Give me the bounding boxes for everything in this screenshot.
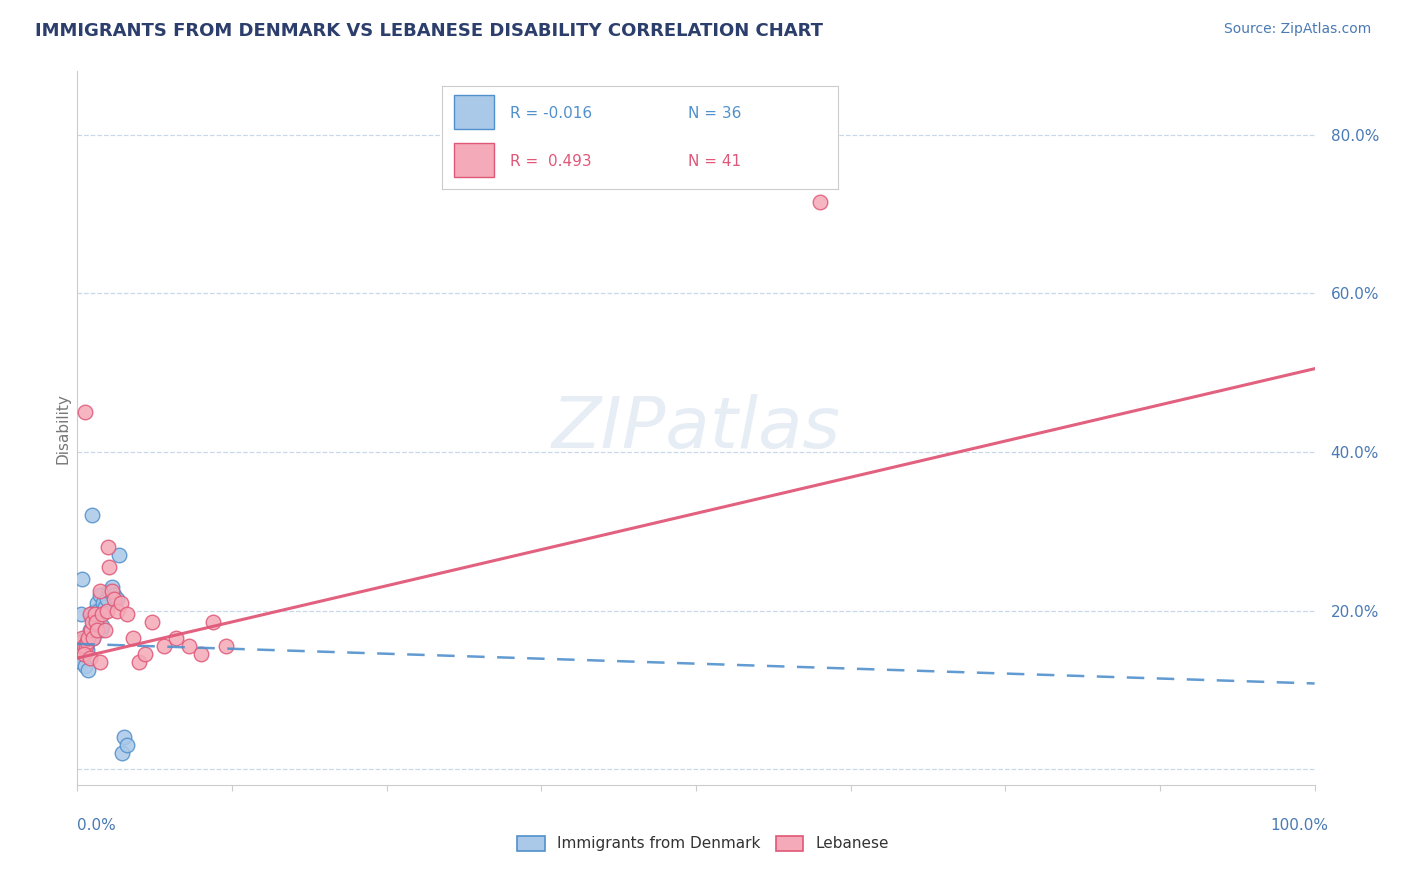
Point	[105, 603, 128, 617]
Point	[89, 588, 111, 602]
Point	[75, 639, 97, 653]
Text: 0.0%: 0.0%	[77, 818, 117, 832]
Point	[89, 655, 111, 669]
Point	[165, 632, 187, 646]
Point	[70, 607, 93, 622]
Point	[97, 540, 120, 554]
Point	[70, 635, 93, 649]
Point	[808, 195, 831, 210]
Point	[91, 607, 114, 622]
Point	[72, 639, 94, 653]
Point	[153, 639, 176, 653]
Point	[122, 632, 145, 646]
Point	[76, 643, 98, 657]
Point	[91, 596, 114, 610]
Text: Source: ZipAtlas.com: Source: ZipAtlas.com	[1223, 22, 1371, 37]
Point	[83, 603, 105, 617]
Point	[73, 405, 96, 419]
Point	[67, 643, 90, 657]
Point	[115, 607, 138, 622]
Point	[80, 624, 103, 638]
Point	[86, 624, 108, 638]
Point	[80, 607, 103, 622]
Point	[111, 746, 134, 760]
Point	[79, 607, 101, 622]
Point	[86, 596, 108, 610]
Point	[83, 607, 105, 622]
Point	[77, 632, 100, 646]
Point	[77, 632, 100, 646]
Point	[67, 639, 90, 653]
Point	[91, 619, 114, 633]
Point	[190, 647, 212, 661]
Point	[72, 572, 94, 586]
Point	[82, 632, 104, 646]
Point	[89, 583, 111, 598]
Point	[103, 588, 125, 602]
Point	[134, 647, 156, 661]
Point	[98, 560, 121, 574]
Point	[98, 583, 121, 598]
Point	[93, 599, 115, 614]
Point	[73, 659, 96, 673]
Y-axis label: Disability: Disability	[55, 392, 70, 464]
Point	[110, 596, 132, 610]
Point	[73, 632, 96, 646]
Point	[90, 624, 112, 638]
Point	[101, 580, 124, 594]
Point	[72, 639, 94, 653]
Point	[84, 607, 107, 622]
Point	[202, 615, 225, 630]
Point	[141, 615, 163, 630]
Point	[69, 647, 91, 661]
Point	[96, 591, 118, 606]
Point	[82, 615, 104, 630]
Point	[82, 611, 104, 625]
Point	[77, 663, 100, 677]
Point	[96, 603, 118, 617]
Point	[79, 651, 101, 665]
Point	[70, 655, 93, 669]
Point	[177, 639, 200, 653]
Point	[76, 635, 98, 649]
Point	[105, 591, 128, 606]
Point	[101, 583, 124, 598]
Text: 100.0%: 100.0%	[1271, 818, 1329, 832]
Point	[72, 632, 94, 646]
Text: IMMIGRANTS FROM DENMARK VS LEBANESE DISABILITY CORRELATION CHART: IMMIGRANTS FROM DENMARK VS LEBANESE DISA…	[35, 22, 823, 40]
Text: ZIPatlas: ZIPatlas	[551, 393, 841, 463]
Point	[69, 635, 91, 649]
Point	[84, 615, 107, 630]
Legend: Immigrants from Denmark, Lebanese: Immigrants from Denmark, Lebanese	[512, 830, 894, 857]
Point	[215, 639, 238, 653]
Point	[103, 591, 125, 606]
Point	[115, 739, 138, 753]
Point	[69, 639, 91, 653]
Point	[87, 603, 110, 617]
Point	[112, 731, 135, 745]
Point	[128, 655, 150, 669]
Point	[79, 624, 101, 638]
Point	[72, 647, 94, 661]
Point	[75, 639, 97, 653]
Point	[108, 548, 131, 562]
Point	[82, 508, 104, 523]
Point	[82, 632, 104, 646]
Point	[93, 624, 115, 638]
